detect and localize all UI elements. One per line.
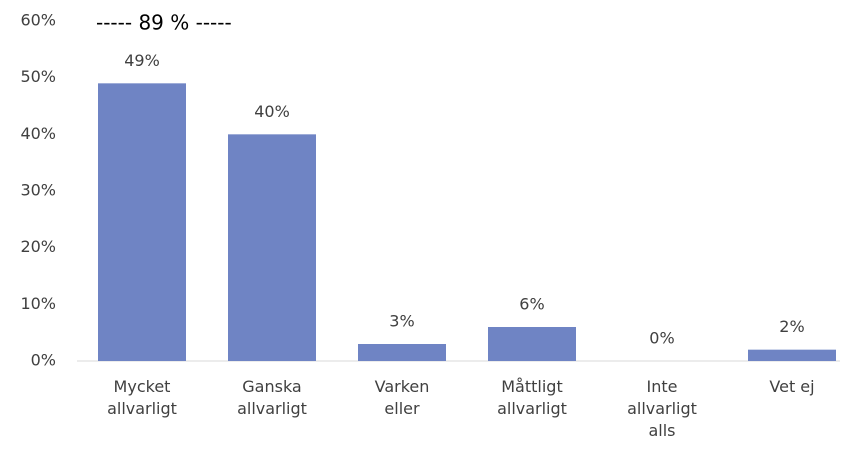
bar xyxy=(488,327,576,361)
y-tick-label: 30% xyxy=(20,181,56,200)
x-tick-label: Inte allvarligt alls xyxy=(627,377,697,440)
bar xyxy=(358,344,446,361)
bar xyxy=(228,134,316,361)
bar xyxy=(98,83,186,361)
value-label: 3% xyxy=(389,312,414,331)
annotation: ----- 89 % ----- xyxy=(96,11,232,35)
y-tick-label: 50% xyxy=(20,67,56,86)
x-tick-label: Mycket allvarligt xyxy=(107,377,177,418)
y-tick-label: 40% xyxy=(20,124,56,143)
bar xyxy=(748,349,836,361)
y-tick-label: 0% xyxy=(31,351,56,370)
x-tick-label: Varken eller xyxy=(374,377,430,418)
x-tick-label: Ganska allvarligt xyxy=(237,377,307,418)
y-tick-label: 10% xyxy=(20,294,56,313)
y-tick-label: 60% xyxy=(20,11,56,30)
y-tick-label: 20% xyxy=(20,237,56,256)
value-label: 40% xyxy=(254,102,290,121)
value-label: 49% xyxy=(124,51,160,70)
value-label: 0% xyxy=(649,329,674,348)
value-label: 6% xyxy=(519,295,544,314)
value-label: 2% xyxy=(779,317,804,336)
x-tick-label: Måttligt allvarligt xyxy=(497,377,567,418)
x-tick-label: Vet ej xyxy=(769,377,815,396)
